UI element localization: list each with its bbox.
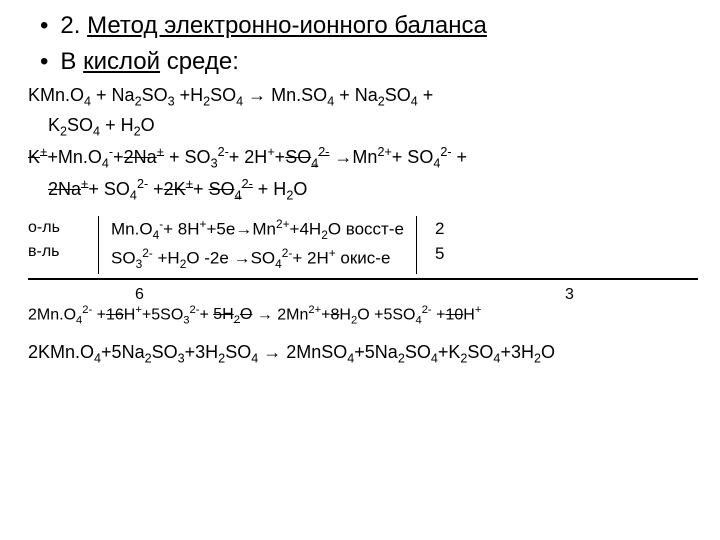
half-labels: о-ль в-ль: [28, 216, 98, 274]
heading-1: • 2. Метод электронно-ионного баланса: [20, 12, 700, 40]
half-multipliers: 2 5: [416, 216, 444, 274]
equation-ionic-1b: 2Na++ SO42- +2K++ SO42- + H2O: [20, 176, 700, 204]
multiplier-2: 5: [435, 241, 444, 267]
final-molecular-equation: 2KMn.O4+5Na2SO3+3H2SO4 → 2MnSO4+5Na2SO4+…: [20, 342, 700, 366]
final-ionic-equation: 2Mn.O42- +16H++5SO32-+ 5H2O → 2Mn2++8H2O…: [20, 304, 700, 328]
half-reaction-1: Mn.O4-+ 8H++5e→Mn2++4H2O восст-е: [111, 216, 404, 245]
heading-2-underline: кислой: [83, 48, 160, 75]
heading-2-text: В кислой среде:: [60, 48, 238, 76]
coefficient-6: 6: [135, 286, 144, 304]
multiplier-1: 2: [435, 216, 444, 242]
heading-2-prefix: В: [60, 48, 83, 75]
half-equations: Mn.O4-+ 8H++5e→Mn2++4H2O восст-е SO32- +…: [98, 216, 404, 274]
half-reactions-block: о-ль в-ль Mn.O4-+ 8H++5e→Mn2++4H2O восст…: [20, 216, 700, 274]
coefficient-3: 3: [565, 286, 574, 304]
heading-2-suffix: среде:: [160, 48, 239, 75]
heading-1-prefix: 2.: [60, 12, 87, 39]
heading-1-text: 2. Метод электронно-ионного баланса: [60, 12, 486, 40]
half-reaction-2: SO32- +H2O -2e →SO42-+ 2H+ окис-е: [111, 245, 404, 274]
label-oxidizer: о-ль: [28, 216, 98, 240]
coefficient-line: 6 3: [20, 286, 700, 304]
heading-2: • В кислой среде:: [20, 48, 700, 76]
divider-line: [28, 278, 698, 280]
bullet-2: •: [40, 48, 48, 76]
bullet-1: •: [40, 12, 48, 40]
label-reducer: в-ль: [28, 240, 98, 264]
equation-molecular-1b: K2SO4 + H2O: [20, 114, 700, 140]
equation-molecular-1a: KMn.O4 + Na2SO3 +H2SO4 → Mn.SO4 + Na2SO4…: [20, 84, 700, 110]
equation-ionic-1a: K++Mn.O4-+2Na+ + SO32-+ 2H++SO42- →Mn2++…: [20, 144, 700, 172]
heading-1-underline: Метод электронно-ионного баланса: [87, 12, 487, 39]
